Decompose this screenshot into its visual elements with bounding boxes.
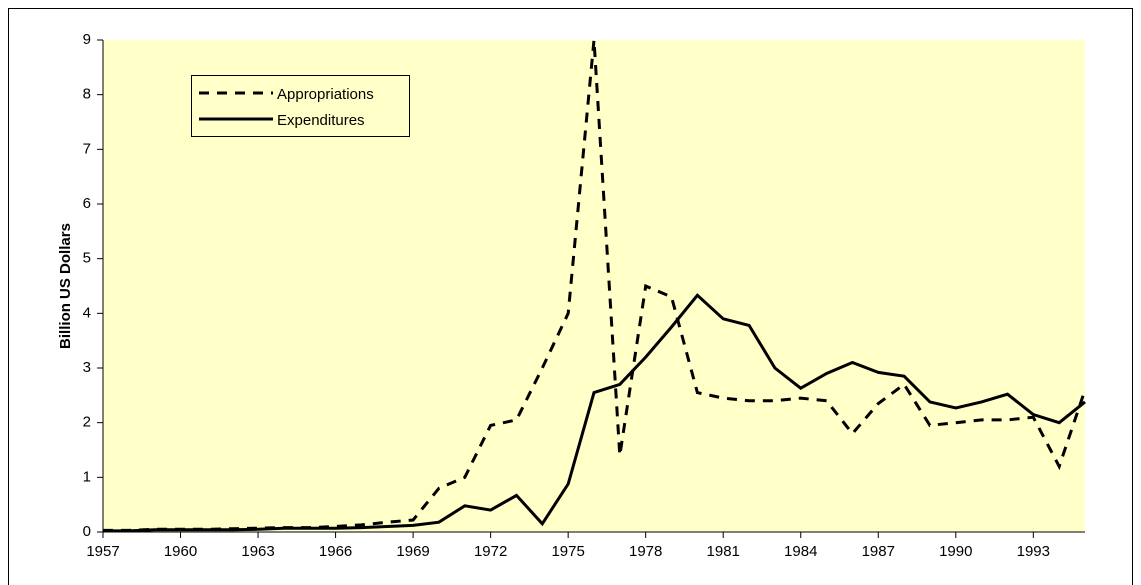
- x-tick-label: 1987: [862, 543, 895, 560]
- y-tick-label: 8: [83, 86, 91, 103]
- y-tick-label: 2: [83, 414, 91, 431]
- y-axis-label: Billion US Dollars: [57, 223, 74, 349]
- legend-label: Appropriations: [277, 86, 374, 103]
- y-tick-label: 7: [83, 140, 91, 157]
- x-tick-label: 1966: [319, 543, 352, 560]
- x-tick-label: 1972: [474, 543, 507, 560]
- y-tick-label: 1: [83, 468, 91, 485]
- legend-label: Expenditures: [277, 112, 365, 129]
- x-tick-label: 1963: [241, 543, 274, 560]
- x-tick-label: 1960: [164, 543, 197, 560]
- y-tick-label: 6: [83, 195, 91, 212]
- x-tick-label: 1993: [1017, 543, 1050, 560]
- x-tick-label: 1978: [629, 543, 662, 560]
- x-tick-label: 1969: [396, 543, 429, 560]
- x-tick-label: 1957: [86, 543, 119, 560]
- y-tick-label: 4: [83, 304, 91, 321]
- legend-box: [191, 75, 410, 137]
- y-tick-label: 0: [83, 523, 91, 540]
- x-tick-label: 1990: [939, 543, 972, 560]
- y-tick-label: 9: [83, 31, 91, 48]
- x-tick-label: 1981: [707, 543, 740, 560]
- x-tick-label: 1975: [551, 543, 584, 560]
- y-tick-label: 3: [83, 359, 91, 376]
- x-tick-label: 1984: [784, 543, 817, 560]
- y-tick-label: 5: [83, 250, 91, 267]
- series-line: [103, 293, 1086, 533]
